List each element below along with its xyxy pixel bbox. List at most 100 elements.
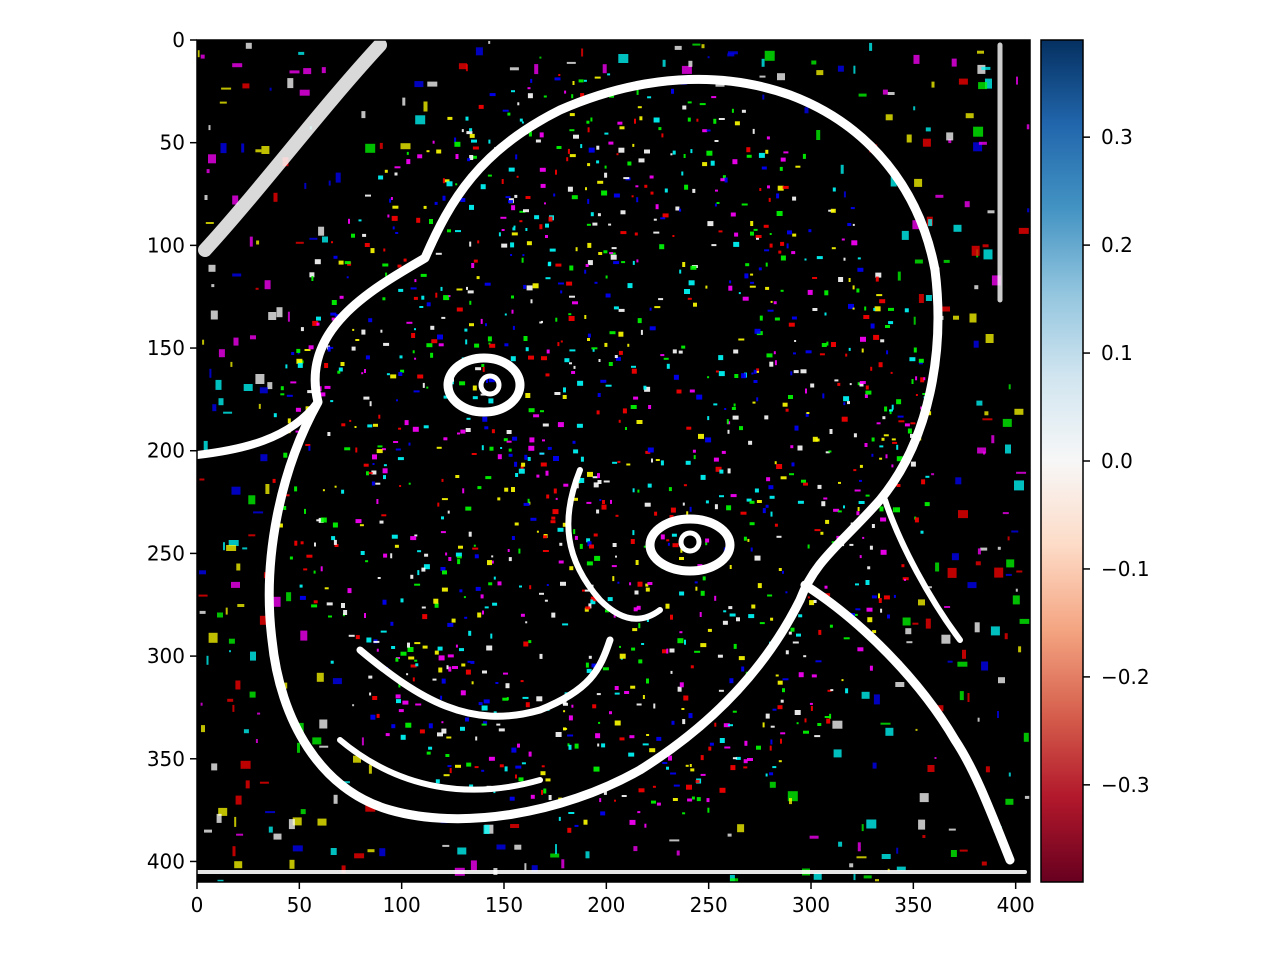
noise-pixel <box>485 323 487 327</box>
noise-pixel <box>441 678 446 684</box>
noise-pixel <box>498 728 505 732</box>
noise-pixel <box>805 412 809 417</box>
noise-pixel <box>713 118 717 124</box>
noise-pixel <box>776 193 780 199</box>
noise-pixel <box>817 723 822 726</box>
noise-pixel <box>441 498 448 501</box>
noise-pixel <box>756 500 762 503</box>
noise-pixel <box>528 408 535 413</box>
noise-pixel <box>521 121 524 124</box>
noise-pixel <box>217 612 223 618</box>
noise-pixel <box>1006 559 1015 568</box>
noise-pixel <box>319 719 328 729</box>
noise-pixel <box>700 474 706 480</box>
noise-pixel <box>863 315 870 319</box>
noise-pixel <box>656 802 661 806</box>
noise-pixel <box>596 509 600 514</box>
noise-pixel <box>569 129 575 132</box>
noise-pixel <box>653 218 657 221</box>
noise-pixel <box>580 93 585 99</box>
noise-pixel <box>487 174 492 177</box>
noise-pixel <box>232 63 243 68</box>
noise-pixel <box>807 544 810 549</box>
noise-pixel <box>613 306 619 310</box>
noise-pixel <box>523 336 528 341</box>
noise-pixel <box>974 622 980 633</box>
noise-pixel <box>215 379 222 390</box>
noise-pixel <box>896 847 899 854</box>
noise-pixel <box>249 236 253 247</box>
noise-pixel <box>715 189 718 192</box>
noise-pixel <box>746 147 751 153</box>
noise-pixel <box>804 107 809 114</box>
noise-pixel <box>670 507 676 513</box>
noise-pixel <box>443 437 448 441</box>
noise-pixel <box>679 269 682 274</box>
noise-pixel <box>897 271 901 281</box>
noise-pixel <box>624 691 630 694</box>
noise-pixel <box>298 51 305 55</box>
noise-pixel <box>824 312 827 316</box>
noise-pixel <box>232 846 236 857</box>
noise-pixel <box>459 589 463 593</box>
noise-pixel <box>372 463 375 465</box>
noise-pixel <box>250 651 256 661</box>
noise-pixel <box>572 81 575 85</box>
noise-pixel <box>566 157 569 162</box>
noise-pixel <box>653 231 660 234</box>
noise-pixel <box>590 117 593 122</box>
noise-pixel <box>559 542 563 546</box>
noise-pixel <box>517 743 520 748</box>
noise-pixel <box>481 723 487 726</box>
noise-pixel <box>848 347 851 351</box>
noise-pixel <box>371 470 377 475</box>
noise-pixel <box>202 339 205 345</box>
noise-pixel <box>876 294 883 297</box>
noise-pixel <box>443 774 450 777</box>
noise-pixel <box>255 739 258 743</box>
noise-pixel <box>398 372 403 376</box>
noise-pixel <box>558 797 563 800</box>
noise-pixel <box>676 389 682 394</box>
noise-pixel <box>539 653 543 659</box>
noise-pixel <box>572 440 576 444</box>
noise-pixel <box>584 269 587 274</box>
noise-pixel <box>415 663 419 667</box>
noise-pixel <box>514 844 522 850</box>
noise-pixel <box>662 213 669 218</box>
noise-pixel <box>806 412 810 414</box>
noise-pixel <box>601 504 607 510</box>
noise-pixel <box>470 860 477 871</box>
noise-pixel <box>365 194 371 197</box>
noise-pixel <box>741 373 747 379</box>
noise-pixel <box>953 224 962 232</box>
noise-pixel <box>608 141 614 145</box>
noise-pixel <box>1004 633 1008 640</box>
noise-pixel <box>544 202 546 205</box>
noise-pixel <box>859 464 863 468</box>
noise-pixel <box>346 276 349 279</box>
noise-pixel <box>1018 227 1029 234</box>
noise-pixel <box>714 504 718 510</box>
y-tick-label: 50 <box>160 131 185 155</box>
noise-pixel <box>502 697 509 701</box>
noise-pixel <box>469 300 472 305</box>
noise-pixel <box>448 666 452 672</box>
noise-pixel <box>780 476 787 480</box>
noise-pixel <box>769 772 774 776</box>
noise-pixel <box>997 546 1001 550</box>
noise-pixel <box>733 241 740 247</box>
noise-pixel <box>576 423 583 428</box>
noise-pixel <box>865 390 872 395</box>
noise-pixel <box>780 738 782 744</box>
noise-pixel <box>363 463 369 467</box>
noise-pixel <box>719 787 726 793</box>
noise-pixel <box>465 116 469 121</box>
noise-pixel <box>218 398 224 406</box>
noise-pixel <box>475 367 482 371</box>
noise-pixel <box>631 647 636 651</box>
noise-pixel <box>879 299 886 304</box>
noise-pixel <box>568 812 575 814</box>
noise-pixel <box>872 630 877 634</box>
noise-pixel <box>727 51 738 55</box>
